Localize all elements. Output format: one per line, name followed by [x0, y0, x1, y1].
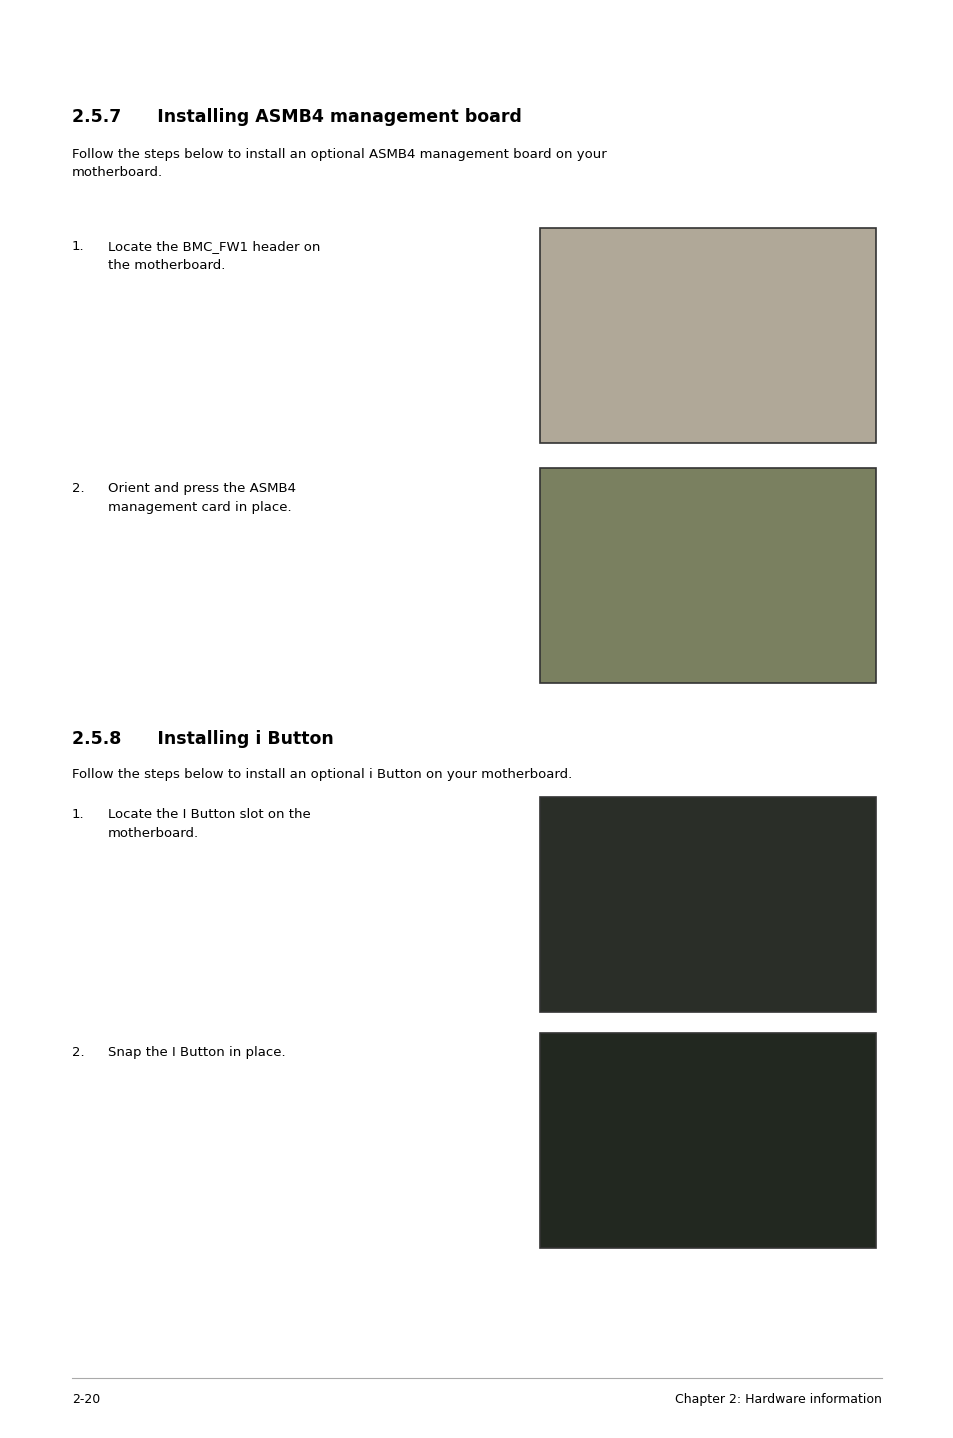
Text: Snap the I Button in place.: Snap the I Button in place.: [108, 1045, 285, 1058]
Text: Locate the I Button slot on the
motherboard.: Locate the I Button slot on the motherbo…: [108, 808, 311, 840]
Text: Follow the steps below to install an optional ASMB4 management board on your
mot: Follow the steps below to install an opt…: [71, 148, 606, 178]
Text: 2.: 2.: [71, 1045, 85, 1058]
Text: 1.: 1.: [71, 240, 85, 253]
Text: 2-20: 2-20: [71, 1393, 100, 1406]
Text: Chapter 2: Hardware information: Chapter 2: Hardware information: [675, 1393, 882, 1406]
Text: 2.5.7      Installing ASMB4 management board: 2.5.7 Installing ASMB4 management board: [71, 108, 521, 127]
Bar: [539, 229, 875, 443]
Bar: [539, 797, 875, 1012]
Bar: [539, 467, 875, 683]
Text: 2.: 2.: [71, 482, 85, 495]
Text: 1.: 1.: [71, 808, 85, 821]
Bar: [539, 1032, 875, 1248]
Text: Follow the steps below to install an optional i Button on your motherboard.: Follow the steps below to install an opt…: [71, 768, 572, 781]
Text: 2.5.8      Installing i Button: 2.5.8 Installing i Button: [71, 731, 334, 748]
Text: Orient and press the ASMB4
management card in place.: Orient and press the ASMB4 management ca…: [108, 482, 295, 513]
Text: Locate the BMC_FW1 header on
the motherboard.: Locate the BMC_FW1 header on the motherb…: [108, 240, 320, 272]
